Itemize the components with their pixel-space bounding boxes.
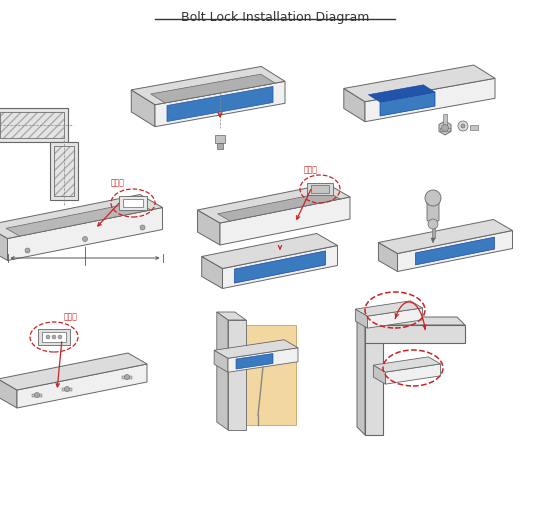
Bar [215, 135, 225, 143]
Polygon shape [415, 237, 494, 265]
Polygon shape [217, 312, 246, 320]
Text: 示意图: 示意图 [304, 165, 318, 174]
Bar [307, 183, 333, 195]
Bar [440, 128, 450, 131]
Circle shape [458, 121, 468, 131]
Polygon shape [367, 308, 422, 328]
Bar [54, 146, 74, 196]
Polygon shape [398, 231, 513, 271]
Text: Bolt Lock Installation Diagram: Bolt Lock Installation Diagram [181, 11, 369, 24]
Polygon shape [202, 256, 223, 288]
Polygon shape [357, 317, 465, 325]
Polygon shape [378, 219, 513, 253]
Polygon shape [8, 208, 162, 261]
Bar [62, 387, 72, 390]
Polygon shape [234, 251, 326, 283]
Polygon shape [378, 243, 398, 271]
Circle shape [124, 374, 129, 380]
Polygon shape [357, 317, 383, 325]
Polygon shape [0, 195, 162, 238]
Polygon shape [380, 92, 435, 116]
Bar [365, 325, 465, 343]
Polygon shape [223, 246, 338, 288]
Bar [122, 375, 132, 379]
Polygon shape [167, 87, 273, 122]
Polygon shape [202, 233, 338, 268]
Polygon shape [218, 192, 340, 221]
Polygon shape [373, 365, 386, 384]
Bar [123, 199, 143, 207]
Bar [50, 142, 78, 200]
Bar [432, 220, 434, 238]
Polygon shape [155, 81, 285, 127]
Circle shape [425, 190, 441, 206]
Bar [470, 125, 478, 130]
Bar [38, 329, 70, 345]
Bar [244, 325, 296, 425]
Polygon shape [368, 85, 435, 102]
Circle shape [58, 335, 62, 339]
Polygon shape [344, 89, 365, 122]
Bar [443, 114, 447, 128]
Bar [54, 146, 74, 196]
Polygon shape [217, 312, 228, 430]
Polygon shape [214, 340, 298, 358]
Circle shape [25, 248, 30, 253]
Polygon shape [355, 301, 422, 316]
Circle shape [52, 335, 56, 339]
Polygon shape [431, 238, 435, 243]
Polygon shape [373, 357, 441, 372]
Bar [32, 393, 42, 397]
Bar [228, 320, 246, 430]
Bar [217, 143, 223, 149]
Bar [42, 332, 66, 342]
Polygon shape [365, 78, 495, 122]
Polygon shape [236, 353, 273, 369]
Circle shape [428, 219, 438, 229]
Bar [0, 108, 68, 142]
Bar [311, 185, 329, 193]
Circle shape [461, 124, 465, 128]
FancyBboxPatch shape [427, 199, 439, 221]
Bar [365, 325, 383, 435]
Circle shape [140, 225, 145, 230]
Polygon shape [386, 364, 441, 384]
Polygon shape [17, 364, 147, 408]
Polygon shape [214, 350, 228, 372]
Circle shape [46, 335, 50, 339]
Text: 示意图: 示意图 [111, 178, 125, 187]
Polygon shape [197, 184, 350, 223]
Polygon shape [131, 90, 155, 127]
Bar [0, 112, 64, 138]
Polygon shape [0, 353, 147, 390]
Circle shape [35, 392, 40, 398]
Polygon shape [228, 348, 298, 372]
Polygon shape [357, 317, 365, 435]
Bar [119, 196, 147, 210]
Polygon shape [0, 379, 17, 408]
Polygon shape [220, 197, 350, 245]
Polygon shape [6, 202, 151, 236]
Text: 示意图: 示意图 [64, 312, 78, 321]
Polygon shape [197, 210, 220, 245]
Circle shape [442, 125, 448, 131]
Bar [0, 112, 64, 138]
Polygon shape [151, 74, 275, 103]
Circle shape [82, 236, 87, 242]
Polygon shape [0, 226, 8, 261]
Polygon shape [344, 65, 495, 101]
Polygon shape [131, 66, 285, 105]
Polygon shape [355, 309, 367, 328]
Circle shape [64, 386, 69, 391]
